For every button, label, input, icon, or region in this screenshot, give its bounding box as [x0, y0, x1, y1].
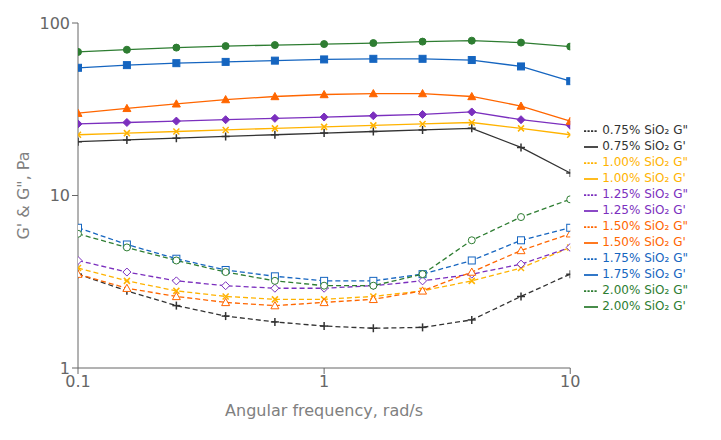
svg-text:10: 10	[50, 186, 70, 205]
html-text:2.00% SiO₂ G': 2.00% SiO₂ G'	[602, 299, 686, 313]
html-text:0.75% SiO₂ G': 0.75% SiO₂ G'	[602, 139, 686, 153]
svg-text:0.1: 0.1	[65, 372, 91, 392]
html-text:1.00% SiO₂ G": 1.00% SiO₂ G"	[602, 155, 688, 169]
html-text:0.75% SiO₂ G": 0.75% SiO₂ G"	[602, 123, 688, 137]
svg-text:Angular frequency, rad/s: Angular frequency, rad/s	[225, 401, 423, 420]
html-text:1.25% SiO₂ G": 1.25% SiO₂ G"	[602, 187, 688, 201]
html-text:1.50% SiO₂ G': 1.50% SiO₂ G'	[602, 235, 686, 249]
html-text:1.75% SiO₂ G': 1.75% SiO₂ G'	[602, 267, 686, 281]
svg-text:G' & G", Pa: G' & G", Pa	[14, 151, 33, 239]
svg-text:1: 1	[60, 359, 70, 378]
svg-text:10: 10	[560, 372, 580, 391]
html-text:1.75% SiO₂ G": 1.75% SiO₂ G"	[602, 251, 688, 265]
html-text:1.25% SiO₂ G': 1.25% SiO₂ G'	[602, 203, 686, 217]
svg-text:1: 1	[319, 372, 329, 391]
html-text:1.00% SiO₂ G': 1.00% SiO₂ G'	[602, 171, 686, 185]
html-text:2.00% SiO₂ G": 2.00% SiO₂ G"	[602, 283, 688, 297]
html-text:1.50% SiO₂ G": 1.50% SiO₂ G"	[602, 219, 688, 233]
svg-text:100: 100	[39, 14, 70, 33]
